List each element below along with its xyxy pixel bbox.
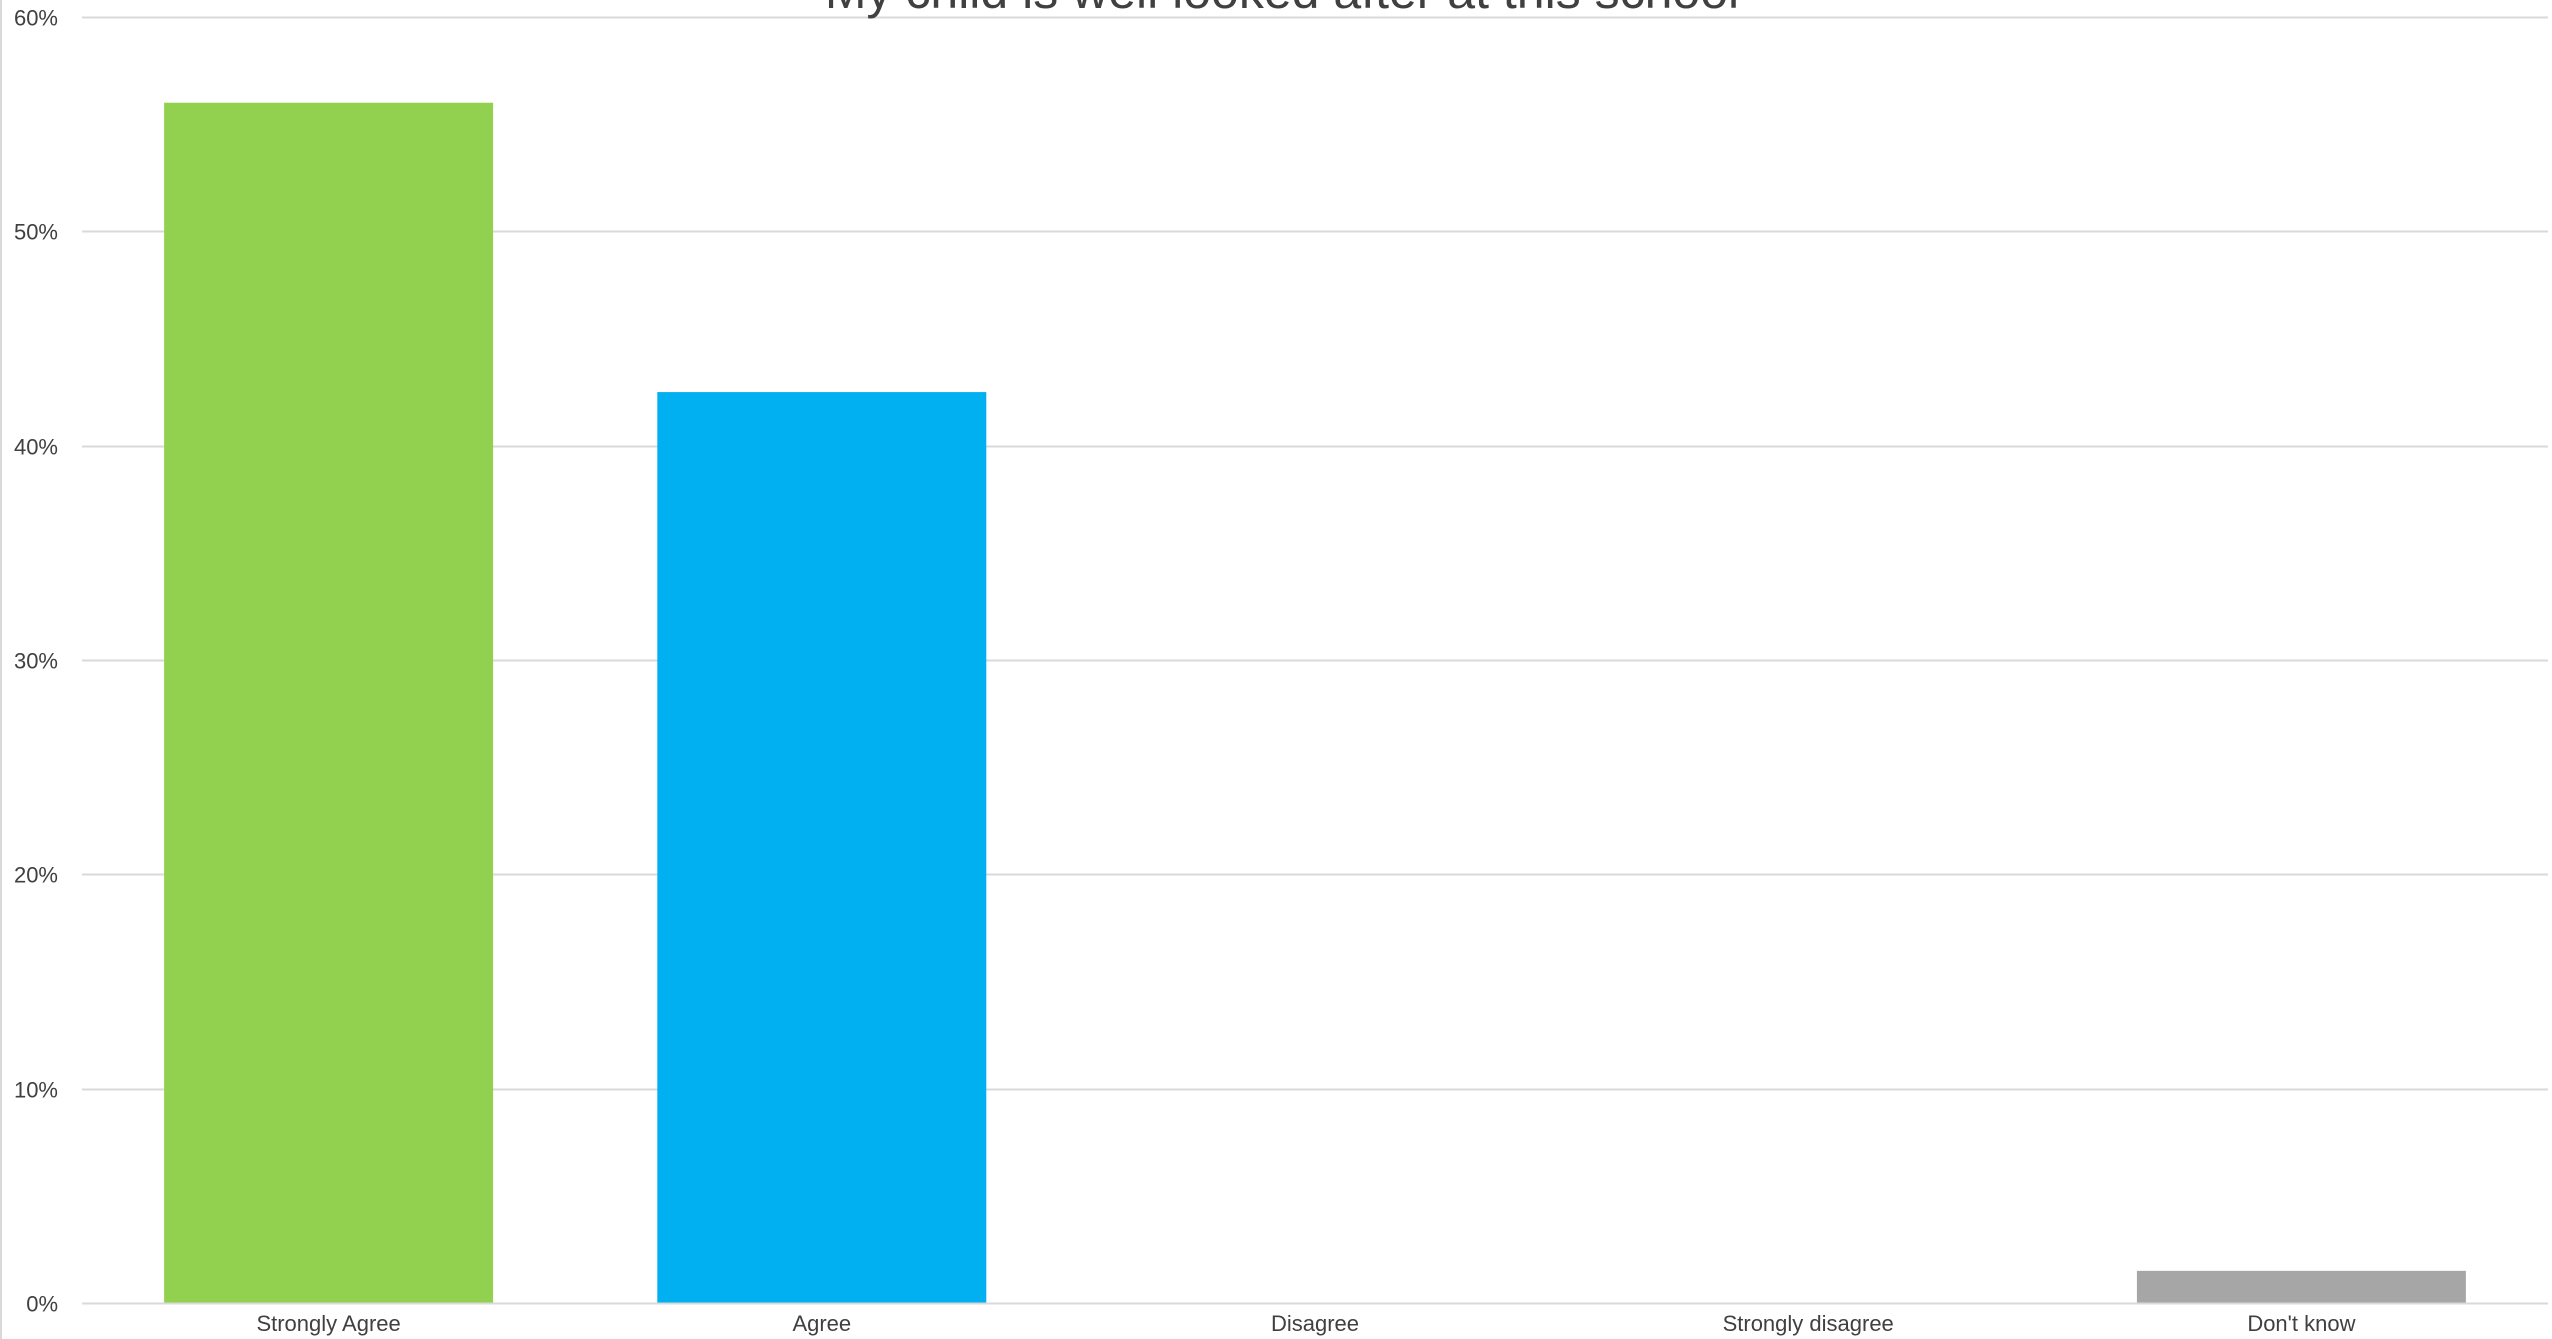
x-category-label: Strongly disagree — [1723, 1311, 1894, 1336]
y-tick-label: 40% — [14, 435, 58, 460]
bar-agree — [657, 392, 987, 1303]
bar-strongly-agree — [164, 102, 494, 1304]
y-tick-label: 10% — [14, 1078, 58, 1103]
x-category-label: Disagree — [1271, 1311, 1359, 1336]
x-category-label: Agree — [792, 1311, 851, 1336]
y-tick-label: 0% — [26, 1292, 58, 1317]
y-tick-label: 60% — [14, 6, 58, 31]
chart-title: My child is well looked after at this sc… — [825, 0, 1739, 19]
x-category-label: Don't know — [2247, 1311, 2355, 1336]
y-tick-label: 30% — [14, 649, 58, 674]
y-tick-label: 20% — [14, 863, 58, 888]
y-axis-ticks: 0% 10% 20% 30% 40% 50% 60% — [14, 6, 58, 1317]
x-axis-categories: Strongly Agree Agree Disagree Strongly disa… — [256, 1311, 2355, 1336]
x-category-label: Strongly Agree — [256, 1311, 400, 1336]
y-tick-label: 50% — [14, 220, 58, 245]
bar-don-t-know — [2136, 1270, 2466, 1303]
bars — [164, 102, 2466, 1304]
